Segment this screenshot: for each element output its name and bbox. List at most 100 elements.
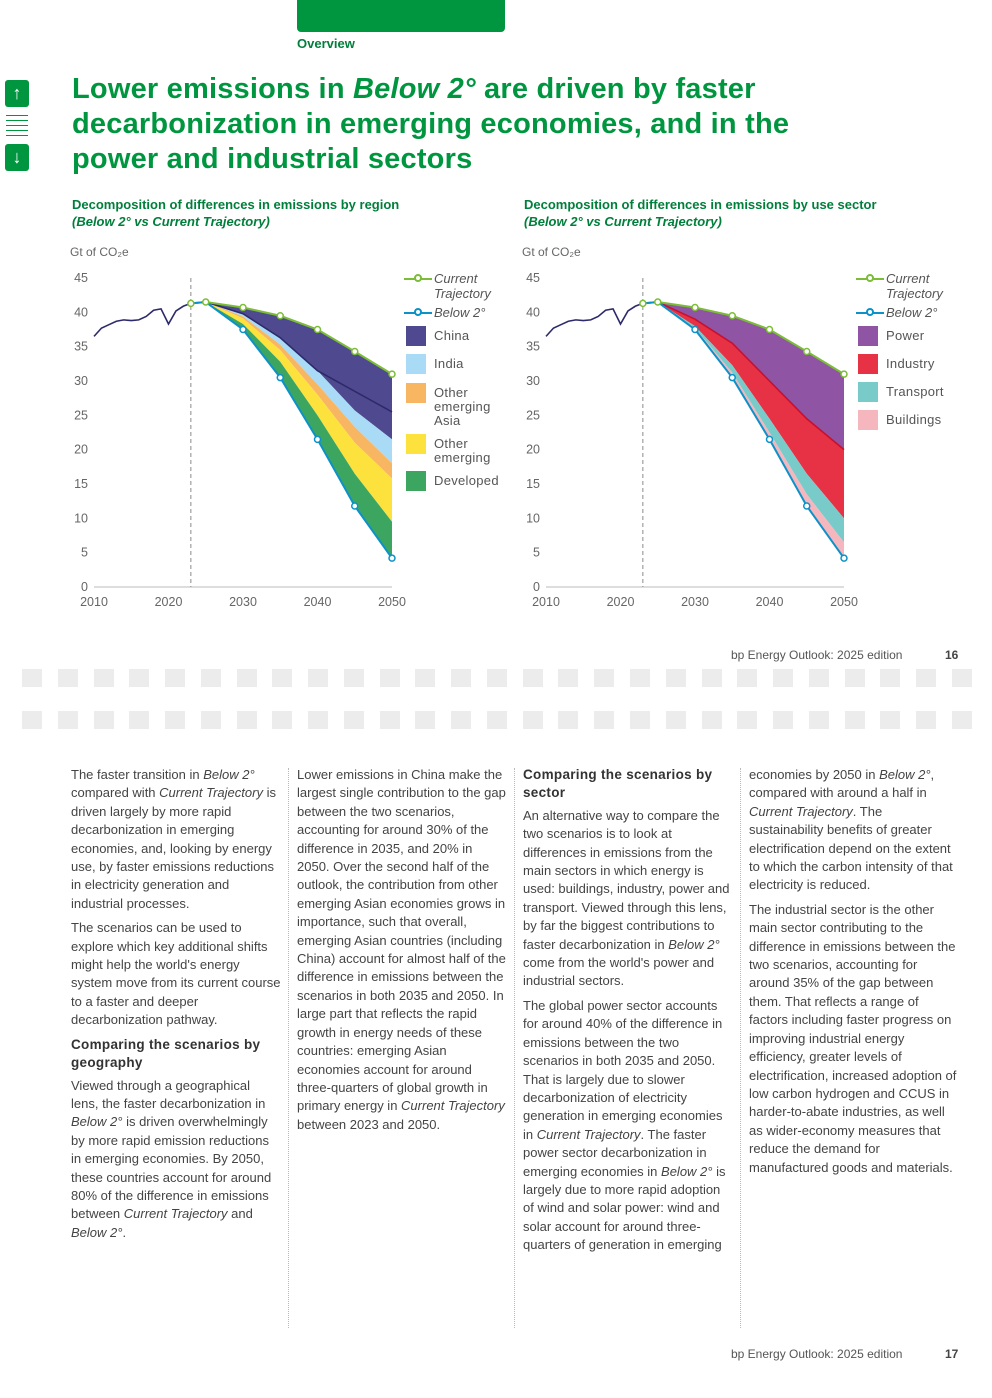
legend-line-marker — [404, 271, 432, 285]
column-divider — [740, 768, 741, 1328]
legend-label: Below 2° — [434, 305, 486, 320]
below-2-point — [803, 502, 811, 510]
text-run: Below 2° — [71, 1224, 123, 1240]
text-run: The faster transition in — [71, 767, 204, 782]
chart-region-subtitle: (Below 2° vs Current Trajectory) — [72, 214, 270, 229]
separator-square — [737, 669, 758, 687]
legend-swatch — [406, 383, 426, 403]
text-run: is driven overwhelmingly by more rapid e… — [71, 1114, 272, 1222]
body-column-1: The faster transition in Below 2° compar… — [71, 766, 281, 1248]
legend-item: Other emerging — [406, 434, 514, 465]
separator-square — [57, 669, 78, 687]
legend-line-marker — [856, 305, 884, 319]
footer-top: bp Energy Outlook: 2025 edition 16 — [731, 648, 961, 662]
y-tick-label: 45 — [526, 271, 540, 285]
current-trajectory-point — [840, 370, 848, 378]
separator-square — [236, 711, 257, 729]
current-trajectory-point — [728, 312, 736, 320]
below-2-point — [276, 373, 284, 382]
y-tick-label: 10 — [526, 511, 540, 525]
column-divider — [514, 768, 515, 1328]
page-separator-bottom — [22, 711, 972, 729]
y-tick-label: 15 — [526, 477, 540, 491]
separator-square — [773, 711, 794, 729]
chart-region-legend: Current Trajectory Below 2° China India Othe… — [404, 271, 514, 501]
text-run: Below 2° — [203, 767, 255, 782]
body-subheading: Comparing the scenarios by sector — [523, 766, 733, 803]
separator-square — [236, 669, 257, 687]
y-tick-label: 15 — [74, 477, 88, 491]
legend-item: Below 2° — [404, 305, 524, 320]
legend-label: Current Trajectory — [886, 271, 943, 301]
separator-square — [343, 669, 364, 687]
x-tick-label: 2050 — [830, 595, 858, 609]
below-2-point — [239, 325, 247, 334]
footer-bottom-edition: bp Energy Outlook: 2025 edition — [731, 1347, 903, 1361]
footer-bottom: bp Energy Outlook: 2025 edition 17 — [731, 1347, 961, 1361]
menu-lines-icon[interactable] — [6, 115, 28, 136]
legend-item: Current Trajectory — [404, 271, 524, 301]
chart-sector: Gt of CO₂e 0 5 10 15 20 25 30 35 40 45 2010 2020 2030… — [522, 245, 858, 609]
body-column-3: Comparing the scenarios by sector An alte… — [523, 766, 733, 1261]
separator-square — [308, 711, 329, 729]
current-trajectory-point — [654, 298, 662, 306]
y-tick-label: 20 — [526, 443, 540, 457]
text-run: Below 2° — [71, 1114, 123, 1130]
legend-swatch — [858, 326, 878, 346]
legend-swatch — [406, 471, 426, 491]
separator-square — [22, 711, 42, 729]
separator-square — [880, 711, 901, 729]
text-run: Current Trajectory — [536, 1126, 641, 1142]
text-run: is largely due to more rapid adoption of… — [523, 1163, 726, 1253]
page-up-button[interactable]: ↑ — [5, 80, 29, 107]
current-trajectory-point — [351, 347, 359, 356]
body-paragraph: The industrial sector is the other main … — [749, 901, 959, 1177]
legend-item: Current Trajectory — [856, 271, 976, 301]
current-trajectory-point — [276, 312, 284, 320]
text-run: , compared with around a half in — [749, 767, 935, 801]
legend-label: Developed — [434, 473, 499, 488]
text-run: Below 2° — [879, 767, 931, 782]
below-2-point — [728, 373, 736, 382]
separator-square — [93, 669, 114, 687]
current-trajectory-point — [639, 299, 647, 308]
current-trajectory-point — [187, 299, 195, 308]
headline-run: are driven by faster decarbonization in … — [72, 73, 790, 175]
legend-label: China — [434, 328, 470, 343]
below-2-point — [691, 325, 699, 334]
y-tick-label: 40 — [74, 305, 88, 319]
chart-region: Gt of CO₂e 0 5 10 15 20 25 30 35 40 45 2010 2020 2030… — [70, 245, 406, 609]
text-run: Below 2° — [661, 1163, 713, 1179]
separator-square — [415, 669, 436, 687]
y-tick-label: 25 — [74, 408, 88, 422]
legend-item: Below 2° — [856, 305, 976, 320]
legend-label: India — [434, 356, 464, 371]
body-paragraph: The scenarios can be used to explore whi… — [71, 919, 281, 1029]
column-divider — [288, 768, 289, 1328]
current-trajectory-point — [765, 325, 774, 334]
section-label[interactable]: Overview — [297, 36, 355, 51]
arrow-down-icon: ↓ — [12, 146, 22, 167]
separator-square — [701, 711, 722, 729]
separator-square — [773, 669, 794, 687]
body-paragraph: economies by 2050 in Below 2°, compared … — [749, 766, 959, 895]
separator-square — [451, 669, 472, 687]
current-trajectory-point — [691, 303, 699, 312]
page-navigation: ↑ ↓ — [5, 80, 29, 171]
arrow-up-icon: ↑ — [12, 83, 22, 103]
text-run: The industrial sector is the other main … — [749, 901, 957, 1175]
body-paragraph: An alternative way to compare the two sc… — [523, 807, 733, 991]
separator-square — [701, 669, 722, 687]
y-tick-label: 0 — [533, 580, 540, 594]
separator-square — [737, 711, 758, 729]
legend-label: Current Trajectory — [434, 271, 491, 301]
text-run: Current Trajectory — [159, 785, 263, 801]
legend-label: Industry — [886, 356, 935, 371]
text-run: . The faster power sector decarbonizatio… — [523, 1126, 707, 1179]
separator-square — [630, 711, 651, 729]
page-down-button[interactable]: ↓ — [5, 143, 29, 171]
chart-sector-title-block: Decomposition of differences in emission… — [524, 196, 877, 230]
body-subheading: Comparing the scenarios by geography — [71, 1036, 281, 1073]
text-run: Current Trajectory — [123, 1206, 228, 1222]
separator-square — [272, 711, 293, 729]
